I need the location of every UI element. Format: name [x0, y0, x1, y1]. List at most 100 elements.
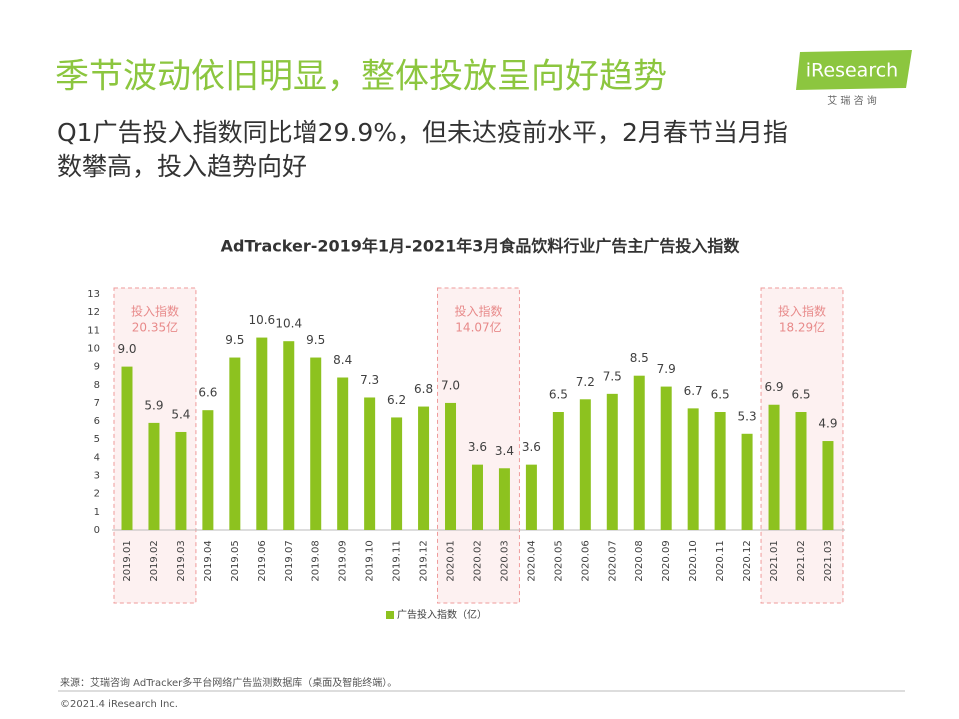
- y-tick-label: 12: [87, 307, 100, 318]
- x-tick-label: 2020.02: [472, 540, 483, 581]
- value-label: 6.9: [764, 380, 783, 394]
- y-tick-label: 6: [94, 416, 100, 427]
- x-tick-label: 2020.06: [580, 540, 591, 581]
- value-label: 8.5: [630, 351, 649, 365]
- value-label: 7.9: [657, 362, 676, 376]
- y-tick-label: 13: [87, 289, 100, 300]
- bar: [633, 375, 645, 530]
- x-tick-label: 2020.09: [661, 540, 672, 581]
- bar: [202, 410, 214, 530]
- bar: [175, 431, 187, 530]
- x-tick-label: 2020.10: [688, 540, 699, 581]
- value-label: 5.9: [144, 398, 163, 412]
- x-tick-label: 2019.09: [338, 540, 349, 581]
- value-label: 6.5: [549, 388, 568, 402]
- annotation-text: 14.07亿: [455, 320, 501, 335]
- value-label: 9.0: [117, 342, 136, 356]
- x-tick-label: 2020.07: [607, 540, 618, 581]
- bar: [768, 404, 780, 530]
- bar: [121, 366, 133, 530]
- value-label: 9.5: [225, 333, 244, 347]
- value-label: 6.5: [791, 388, 810, 402]
- value-label: 5.4: [171, 407, 190, 421]
- value-label: 3.4: [495, 444, 514, 458]
- bar: [525, 464, 537, 530]
- y-tick-label: 7: [94, 398, 100, 409]
- x-tick-label: 2021.02: [796, 540, 807, 581]
- bar: [310, 357, 322, 530]
- y-tick-label: 8: [94, 380, 100, 391]
- x-tick-label: 2021.01: [769, 540, 780, 581]
- value-label: 7.5: [603, 369, 622, 383]
- bar: [364, 397, 376, 530]
- bar: [283, 341, 295, 530]
- bar: [229, 357, 241, 530]
- value-label: 6.2: [387, 393, 406, 407]
- y-tick-label: 2: [94, 489, 100, 500]
- bar: [741, 433, 753, 530]
- value-label: 5.3: [738, 409, 757, 423]
- bar: [795, 412, 807, 530]
- bar: [418, 406, 430, 530]
- x-tick-label: 2020.03: [499, 540, 510, 581]
- bar: [552, 412, 564, 530]
- value-label: 10.4: [275, 317, 302, 331]
- bar: [822, 441, 834, 530]
- logo-shape: [796, 50, 912, 90]
- x-tick-label: 2019.02: [149, 540, 160, 581]
- bar: [471, 464, 483, 530]
- chart-title: AdTracker-2019年1月-2021年3月食品饮料行业广告主广告投入指数: [221, 237, 741, 256]
- x-tick-label: 2019.04: [203, 540, 214, 581]
- value-label: 10.6: [248, 313, 275, 327]
- value-label: 4.9: [818, 417, 837, 431]
- bar: [660, 386, 672, 530]
- bar: [391, 417, 403, 530]
- x-tick-label: 2020.04: [526, 540, 537, 581]
- copyright: ©2021.4 iResearch Inc.: [60, 699, 178, 710]
- value-label: 7.0: [441, 378, 460, 392]
- x-tick-label: 2019.03: [176, 540, 187, 581]
- legend-label: 广告投入指数（亿）: [397, 608, 487, 621]
- y-tick-label: 1: [94, 507, 100, 518]
- logo: iResearch: [806, 60, 898, 82]
- value-label: 6.7: [684, 384, 703, 398]
- value-label: 9.5: [306, 333, 325, 347]
- x-tick-label: 2019.08: [311, 540, 322, 581]
- y-tick-label: 4: [94, 452, 100, 463]
- x-tick-label: 2019.06: [257, 540, 268, 581]
- x-tick-label: 2019.05: [230, 540, 241, 581]
- x-tick-label: 2020.12: [742, 540, 753, 581]
- subtitle-line: Q1广告投入指数同比增29.9%，但未达疫前水平，2月春节当月指: [57, 118, 788, 147]
- legend-swatch: [386, 611, 394, 619]
- y-tick-label: 3: [94, 471, 100, 482]
- x-tick-label: 2020.05: [553, 540, 564, 581]
- x-tick-label: 2020.01: [446, 540, 457, 581]
- bar: [714, 412, 726, 530]
- annotation-text: 20.35亿: [132, 320, 178, 335]
- bar: [687, 408, 699, 530]
- y-tick-label: 11: [87, 325, 100, 336]
- bar: [337, 377, 349, 530]
- annotation-text: 投入指数: [778, 304, 826, 319]
- x-tick-label: 2019.07: [284, 540, 295, 581]
- annotation-text: 投入指数: [454, 304, 502, 319]
- y-tick-label: 0: [94, 525, 100, 536]
- x-tick-label: 2020.11: [715, 540, 726, 581]
- value-label: 6.6: [198, 386, 217, 400]
- y-tick-label: 10: [87, 343, 100, 354]
- x-tick-label: 2019.01: [122, 540, 133, 581]
- x-tick-label: 2019.12: [419, 540, 430, 581]
- value-label: 7.3: [360, 373, 379, 387]
- subtitle-line: 数攀高，投入趋势向好: [57, 152, 307, 181]
- y-tick-label: 9: [94, 362, 100, 373]
- bar: [606, 393, 618, 530]
- x-tick-label: 2021.03: [823, 540, 834, 581]
- bar: [148, 422, 160, 530]
- annotation-text: 投入指数: [131, 304, 179, 319]
- bar: [579, 399, 591, 530]
- bar: [256, 337, 268, 530]
- bar: [498, 468, 510, 530]
- value-label: 3.6: [522, 440, 541, 454]
